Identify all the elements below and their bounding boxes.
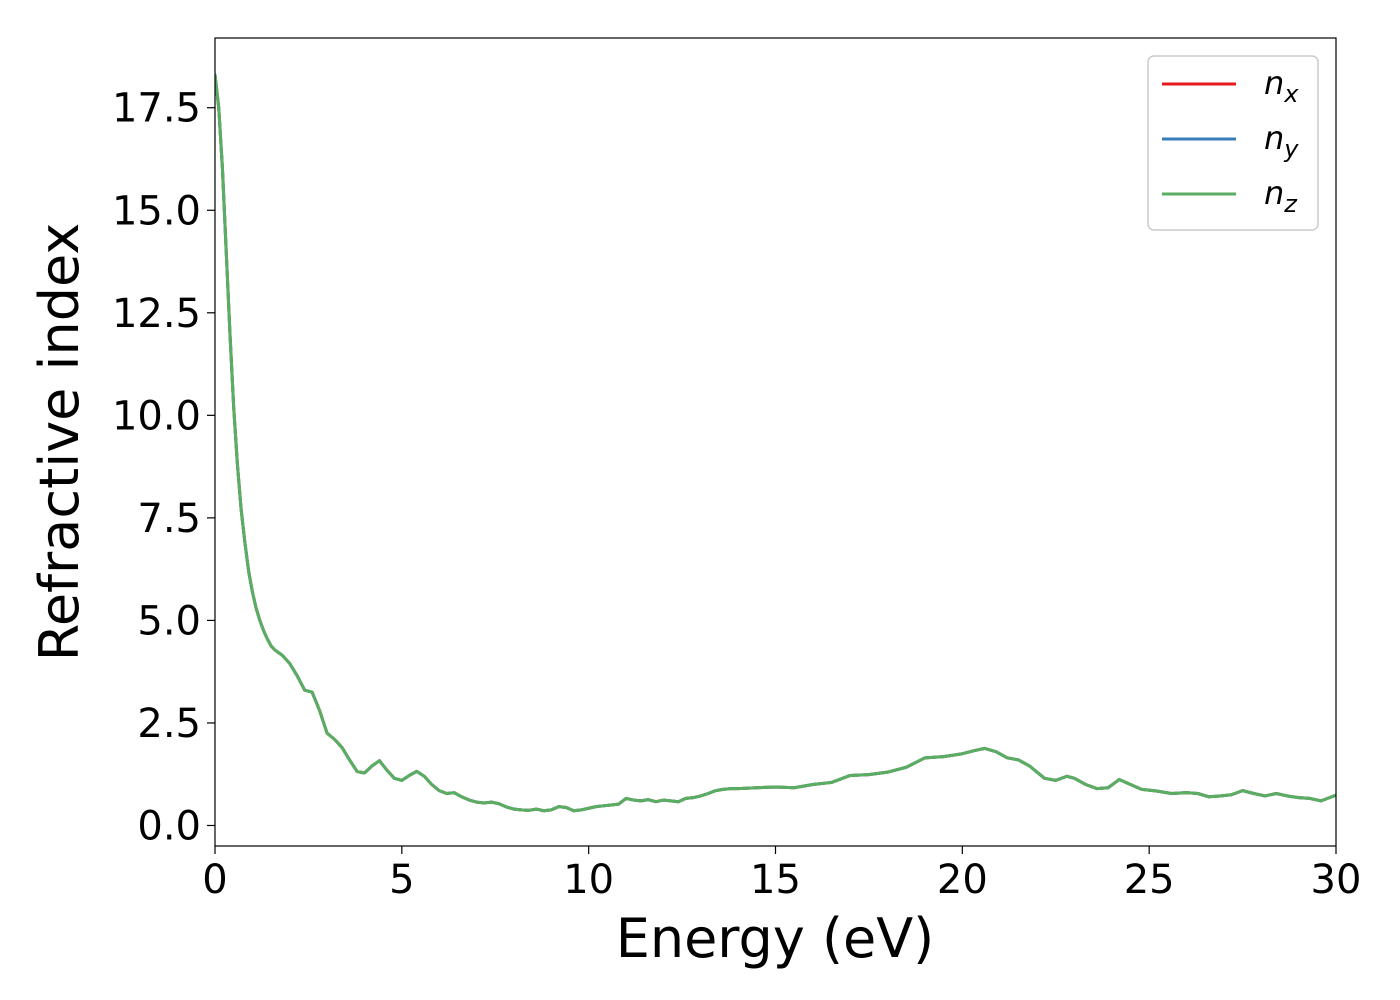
x-axis: 0 5 10 15 20 25 30 [202, 846, 1361, 903]
x-tick-label: 30 [1311, 857, 1362, 903]
y-tick-label: 12.5 [112, 291, 201, 337]
legend: nx ny nz [1147, 55, 1319, 231]
legend-label-n-z: nz [1264, 174, 1298, 218]
y-tick-label: 0.0 [137, 803, 201, 849]
x-axis-title: Energy (eV) [616, 907, 935, 970]
y-tick-label: 2.5 [137, 701, 201, 747]
y-tick-label: 17.5 [112, 86, 201, 132]
x-tick-label: 20 [937, 857, 988, 903]
series-layer [215, 73, 1336, 813]
y-axis: 0.0 2.5 5.0 7.5 10.0 12.5 15.0 17.5 [112, 86, 215, 849]
y-axis-title: Refractive index [28, 223, 91, 662]
series-line-n-z [215, 73, 1336, 813]
x-tick-label: 15 [750, 857, 801, 903]
legend-box [1147, 55, 1319, 231]
legend-label-n-x: nx [1264, 64, 1299, 108]
y-tick-label: 10.0 [112, 393, 201, 439]
x-tick-label: 10 [563, 857, 614, 903]
y-tick-label: 7.5 [137, 496, 201, 542]
y-tick-label: 5.0 [137, 598, 201, 644]
legend-label-n-y: ny [1264, 119, 1299, 163]
x-tick-label: 25 [1124, 857, 1175, 903]
x-tick-label: 5 [389, 857, 414, 903]
plot-area [214, 37, 1337, 847]
y-tick-label: 15.0 [112, 188, 201, 234]
x-tick-label: 0 [202, 857, 227, 903]
